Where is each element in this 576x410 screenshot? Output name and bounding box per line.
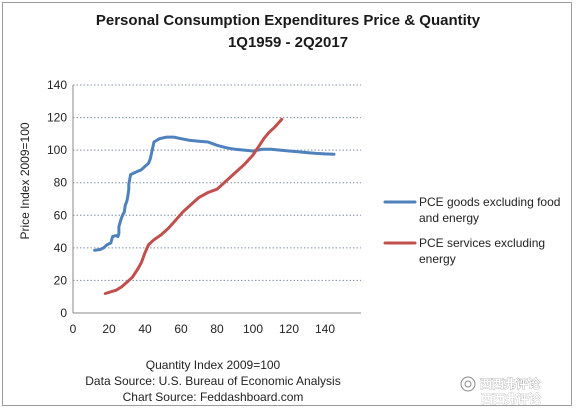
chart-frame: Personal Consumption Expenditures Price …	[2, 2, 572, 406]
x-axis-title: Quantity Index 2009=100	[146, 358, 281, 372]
plot-area: 0 20 40 60 80 100 120 140 0 20 40 60 80 100 120 140	[47, 78, 361, 336]
chart-svg: Personal Consumption Expenditures Price …	[18, 12, 560, 406]
legend: PCE goods excluding food and energy PCE …	[383, 195, 560, 266]
watermark: 西西弗评论 西西弗评论	[460, 376, 542, 406]
series-line-goods	[93, 135, 336, 252]
y-tick-label: 140	[47, 78, 67, 92]
y-tick-label: 20	[54, 273, 68, 287]
legend-item-services: PCE services excluding energy	[383, 236, 545, 266]
chart-subtitle: 1Q1959 - 2Q2017	[228, 34, 348, 51]
y-tick-label: 60	[54, 208, 68, 222]
y-tick-label: 80	[54, 176, 68, 190]
legend-label-services-line1: PCE services excluding	[419, 236, 545, 250]
y-tick-label: 120	[47, 111, 67, 125]
watermark-logo-icon	[460, 376, 476, 392]
watermark-text: 西西弗评论	[480, 376, 541, 391]
x-tick-label: 20	[102, 322, 116, 336]
legend-item-goods: PCE goods excluding food and energy	[383, 195, 560, 225]
legend-label-goods-line2: and energy	[419, 211, 479, 225]
chart-source-text: Chart Source: Feddashboard.com	[123, 390, 304, 404]
x-tick-label: 100	[243, 322, 263, 336]
watermark-logo-icon-inner	[464, 380, 472, 388]
legend-label-goods-line1: PCE goods excluding food	[419, 195, 560, 209]
x-tick-label: 80	[210, 322, 224, 336]
chart-title: Personal Consumption Expenditures Price …	[96, 12, 481, 29]
y-tick-label: 0	[60, 306, 67, 320]
x-tick-label: 0	[70, 322, 77, 336]
x-tick-label: 140	[315, 322, 335, 336]
data-source-text: Data Source: U.S. Bureau of Economic Ana…	[85, 374, 340, 388]
series-line-services	[103, 117, 284, 295]
y-tick-label: 40	[54, 241, 68, 255]
x-tick-label: 60	[174, 322, 188, 336]
watermark-text-secondary: 西西弗评论	[481, 391, 542, 406]
y-axis-title: Price Index 2009=100	[18, 122, 32, 239]
x-tick-label: 120	[279, 322, 299, 336]
y-tick-label: 100	[47, 143, 67, 157]
legend-label-services-line2: energy	[419, 252, 456, 266]
x-tick-label: 40	[138, 322, 152, 336]
